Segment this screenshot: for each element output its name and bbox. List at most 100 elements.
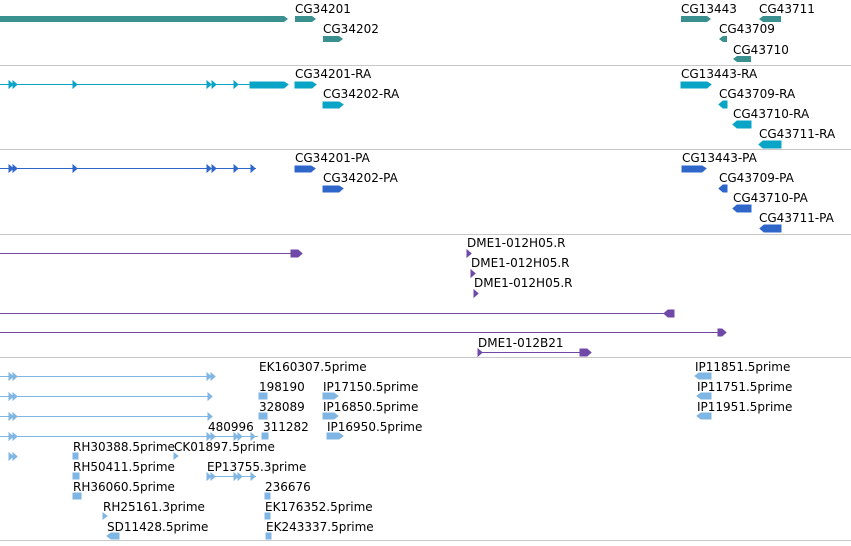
cds-glyph[interactable] [233,163,239,174]
est-glyph[interactable] [258,392,268,400]
est-glyph[interactable] [265,532,272,540]
cds-glyph[interactable] [294,165,316,173]
est-glyph[interactable] [8,391,14,402]
feature-label[interactable]: CG34202 [323,22,379,36]
exon-glyph[interactable] [680,81,712,89]
exon-glyph[interactable] [758,140,782,149]
est-glyph[interactable] [237,471,243,482]
est-glyph[interactable] [250,431,256,442]
clone-end-glyph[interactable] [717,328,727,337]
feature-label[interactable]: CG43709-RA [719,87,796,101]
clone-end-glyph[interactable] [290,249,303,258]
exon-glyph[interactable] [249,81,289,89]
est-glyph[interactable] [8,431,14,442]
feature-label[interactable]: CG43709-PA [719,171,794,185]
exon-glyph[interactable] [206,79,212,90]
est-glyph[interactable] [72,452,79,460]
est-glyph[interactable] [210,471,216,482]
feature-label[interactable]: 236676 [265,480,311,494]
feature-label[interactable]: EK243337.5prime [266,520,374,534]
feature-label[interactable]: CG43710 [733,43,789,57]
clone-end-glyph[interactable] [579,348,592,357]
feature-label[interactable]: IP11751.5prime [697,380,793,394]
est-glyph[interactable] [237,431,243,442]
exon-glyph[interactable] [12,79,18,90]
feature-label[interactable]: DME1-012H05.R [467,236,566,250]
feature-label[interactable]: IP16950.5prime [327,420,423,434]
feature-label[interactable]: 328089 [259,400,305,414]
exon-glyph[interactable] [233,79,239,90]
gene-glyph[interactable] [681,16,711,22]
feature-label[interactable]: CG43711-PA [759,211,834,225]
clone-end-glyph[interactable] [470,268,476,279]
est-glyph[interactable] [8,451,14,462]
est-glyph[interactable] [72,472,80,480]
feature-label[interactable]: IP11951.5prime [697,400,793,414]
est-glyph[interactable] [322,392,339,400]
feature-label[interactable]: CG13443 [681,2,737,16]
cds-glyph[interactable] [681,165,707,173]
est-glyph[interactable] [258,412,268,420]
est-glyph[interactable] [250,471,256,482]
feature-label[interactable]: CG34201 [295,2,351,16]
cds-glyph[interactable] [211,163,217,174]
est-glyph[interactable] [326,432,344,440]
feature-label[interactable]: IP16850.5prime [323,400,419,414]
feature-label[interactable]: DME1-012H05.R [471,256,570,270]
cds-glyph[interactable] [759,224,782,233]
est-glyph[interactable] [264,512,271,520]
est-glyph[interactable] [322,412,339,420]
est-glyph[interactable] [8,371,14,382]
feature-label[interactable]: RH30388.5prime [73,440,175,454]
clone-end-glyph[interactable] [477,347,483,358]
gene-glyph[interactable] [323,36,343,42]
cds-glyph[interactable] [206,163,212,174]
est-glyph[interactable] [694,372,712,380]
feature-label[interactable]: CG43709 [719,22,775,36]
est-glyph[interactable] [12,451,18,462]
cds-glyph[interactable] [322,185,344,193]
est-glyph[interactable] [233,471,239,482]
feature-label[interactable]: CG13443-RA [681,67,758,81]
exon-glyph[interactable] [211,79,217,90]
feature-label[interactable]: CG43710-RA [733,107,810,121]
est-glyph[interactable] [173,452,179,460]
est-glyph[interactable] [206,371,212,382]
feature-label[interactable]: IP17150.5prime [323,380,419,394]
est-glyph[interactable] [696,412,712,420]
feature-label[interactable]: CG34201-RA [295,67,372,81]
feature-label[interactable]: RH36060.5prime [73,480,175,494]
est-glyph[interactable] [233,431,239,442]
est-glyph[interactable] [12,431,18,442]
feature-label[interactable]: CK01897.5prime [174,440,275,454]
est-glyph[interactable] [12,391,18,402]
exon-glyph[interactable] [294,81,317,89]
cds-glyph[interactable] [12,163,18,174]
est-glyph[interactable] [72,492,82,500]
est-glyph[interactable] [8,411,14,422]
feature-label[interactable]: CG34201-PA [295,151,370,165]
est-glyph[interactable] [206,431,212,442]
cds-glyph[interactable] [250,163,256,174]
feature-label[interactable]: CG43711 [759,2,815,16]
feature-label[interactable]: DME1-012H05.R [474,276,573,290]
est-glyph[interactable] [12,371,18,382]
cds-glyph[interactable] [72,163,78,174]
feature-label[interactable]: EP13755.3prime [207,460,307,474]
feature-label[interactable]: 480996 [208,420,254,434]
feature-label[interactable]: DME1-012B21 [478,336,564,350]
feature-label[interactable]: RH25161.3prime [103,500,205,514]
gene-glyph[interactable] [295,16,316,22]
feature-label[interactable]: IP11851.5prime [695,360,791,374]
cds-glyph[interactable] [8,163,14,174]
feature-label[interactable]: 311282 [263,420,309,434]
feature-label[interactable]: CG43711-RA [759,127,836,141]
feature-label[interactable]: EK160307.5prime [259,360,367,374]
feature-label[interactable]: EK176352.5prime [265,500,373,514]
exon-glyph[interactable] [72,79,78,90]
clone-end-glyph[interactable] [466,248,472,259]
gene-glyph[interactable] [759,16,781,22]
est-glyph[interactable] [696,392,712,400]
gene-glyph[interactable] [719,36,727,42]
feature-label[interactable]: CG13443-PA [682,151,757,165]
